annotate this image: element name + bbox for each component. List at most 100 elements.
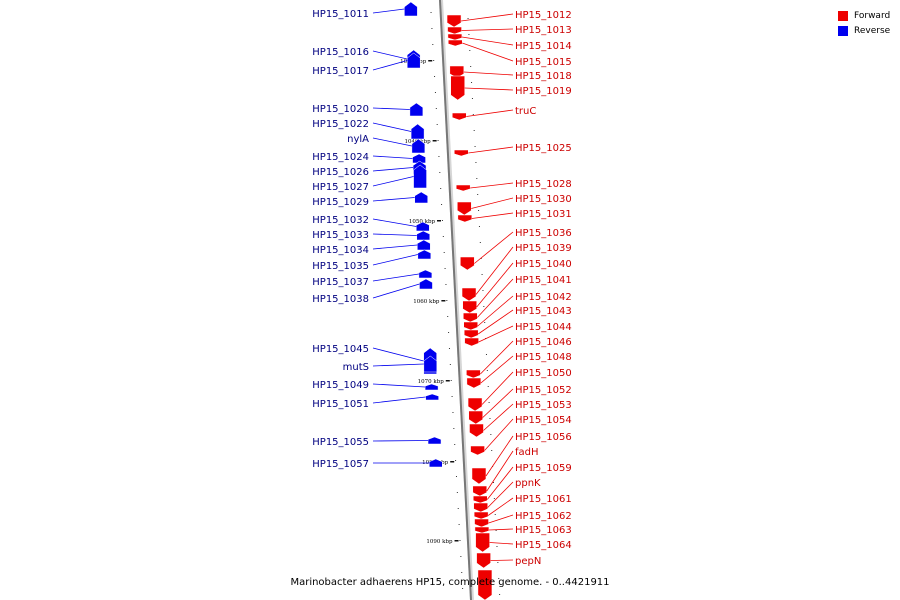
reverse-leader <box>372 197 415 202</box>
scale-dot <box>454 444 456 445</box>
forward-gene <box>463 312 478 323</box>
forward-leader <box>474 231 514 264</box>
forward-gene <box>461 287 477 302</box>
scale-dot <box>455 476 457 477</box>
forward-leader <box>477 295 514 327</box>
ruler-tick <box>441 300 446 302</box>
forward-gene <box>457 201 472 216</box>
forward-gene-partial <box>477 569 493 600</box>
reverse-leader <box>372 254 418 266</box>
reverse-gene-label: HP15_1029 <box>312 197 369 208</box>
reverse-gene-label: HP15_1017 <box>312 66 369 77</box>
forward-gene-label: pepN <box>515 556 541 567</box>
legend-forward: Forward <box>838 8 890 23</box>
forward-gene-label: HP15_1059 <box>515 463 572 474</box>
forward-leader <box>481 371 514 405</box>
ruler-tick <box>445 380 450 382</box>
forward-gene <box>469 423 484 438</box>
ruler-tick <box>437 220 442 222</box>
reverse-gene-label: HP15_1057 <box>312 459 369 470</box>
forward-swatch <box>838 10 848 21</box>
scale-dot <box>431 28 433 29</box>
scale-dot <box>489 418 491 419</box>
scale-dot <box>458 524 460 525</box>
reverse-leader <box>372 383 426 388</box>
reverse-gene-label: HP15_1055 <box>312 437 369 448</box>
legend-forward-label: Forward <box>854 10 891 21</box>
forward-gene-label: ppnK <box>515 478 541 489</box>
forward-gene-label: HP15_1044 <box>515 322 572 333</box>
reverse-leader <box>372 396 426 404</box>
forward-leader <box>480 340 514 375</box>
forward-gene-label: HP15_1050 <box>515 368 572 379</box>
forward-gene <box>457 214 473 223</box>
reverse-gene-label: HP15_1011 <box>312 9 369 20</box>
forward-gene <box>472 485 488 497</box>
reverse-leader <box>372 363 424 367</box>
forward-gene <box>473 511 489 520</box>
scale-dot <box>487 386 489 387</box>
forward-leader <box>487 497 514 516</box>
scale-dot <box>499 594 501 595</box>
forward-gene-label: HP15_1056 <box>515 432 572 443</box>
forward-gene-label: HP15_1014 <box>515 41 572 52</box>
reverse-leader <box>372 244 418 250</box>
reverse-gene <box>416 221 430 232</box>
reverse-leader <box>372 137 412 147</box>
ruler-label: 1070 kbp <box>418 379 445 385</box>
forward-gene <box>463 329 479 339</box>
forward-gene <box>464 337 479 347</box>
forward-gene-label: HP15_1015 <box>515 57 572 68</box>
forward-leader <box>468 146 514 154</box>
reverse-gene-label: HP15_1033 <box>312 230 369 241</box>
forward-gene-label: HP15_1012 <box>515 10 572 21</box>
forward-leader <box>486 466 514 500</box>
forward-gene <box>447 26 462 35</box>
scale-dot <box>482 290 484 291</box>
reverse-gene <box>409 102 424 117</box>
scale-dot <box>497 562 499 563</box>
forward-leader <box>485 435 514 477</box>
forward-leader <box>482 388 514 418</box>
scale-dot <box>461 572 463 573</box>
forward-leader <box>463 71 514 76</box>
scale-dot <box>451 396 453 397</box>
ruler-label: 1060 kbp <box>413 299 440 305</box>
ruler-tick <box>432 140 437 142</box>
reverse-gene <box>414 191 428 204</box>
scale-dot <box>496 546 498 547</box>
reverse-leader <box>372 273 419 282</box>
forward-leader <box>475 246 514 295</box>
scale-dot <box>480 258 482 259</box>
scale-dot <box>469 50 471 51</box>
forward-gene <box>468 410 484 425</box>
reverse-leader <box>372 155 413 159</box>
scale-dot <box>444 268 446 269</box>
scale-dot <box>448 332 450 333</box>
forward-gene <box>460 256 475 271</box>
scale-dot <box>492 482 494 483</box>
scale-dot <box>445 284 447 285</box>
ruler-label: 1090 kbp <box>426 539 453 545</box>
forward-gene-label: HP15_1048 <box>515 352 572 363</box>
scale-dot <box>472 114 474 115</box>
scale-dot <box>442 236 444 237</box>
scale-dot <box>491 450 493 451</box>
reverse-leader <box>372 283 420 299</box>
scale-dot <box>457 508 459 509</box>
reverse-gene-label: HP15_1051 <box>312 399 369 410</box>
scale-dot <box>484 322 486 323</box>
scale-dot <box>452 412 454 413</box>
scale-dot <box>478 210 480 211</box>
reverse-gene-label: HP15_1037 <box>312 277 369 288</box>
forward-gene <box>474 518 489 528</box>
forward-leader <box>462 42 514 62</box>
forward-gene <box>473 495 488 504</box>
scale-dot <box>470 66 472 67</box>
reverse-gene-label: mutS <box>343 362 369 373</box>
ruler-tick <box>454 540 459 542</box>
forward-leader <box>483 403 514 431</box>
scale-dot <box>481 274 483 275</box>
forward-gene-label: HP15_1043 <box>515 306 572 317</box>
forward-gene <box>447 33 463 41</box>
